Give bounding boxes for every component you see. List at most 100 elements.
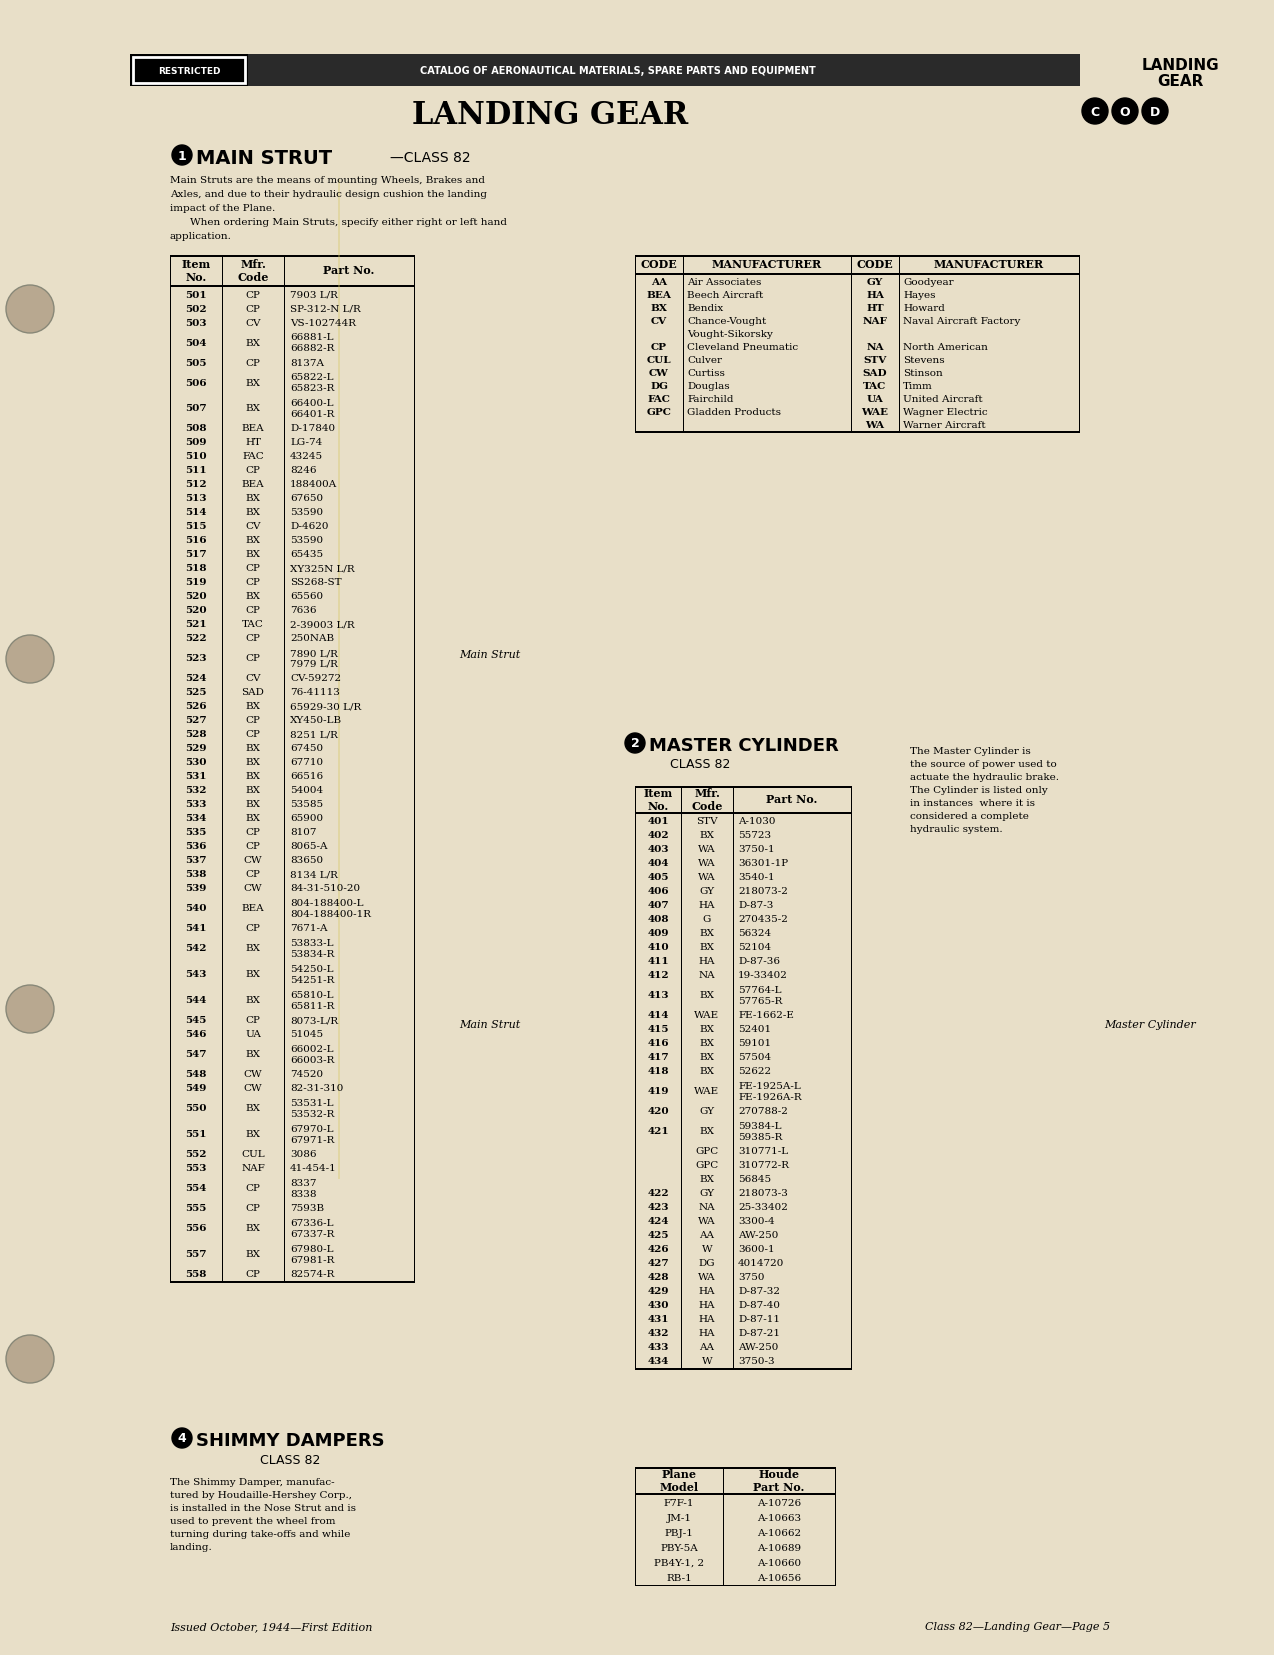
Text: 538: 538 [185,871,206,879]
Bar [683,257,684,273]
Text: 431: 431 [647,1314,669,1324]
Text: BX: BX [651,305,668,313]
Text: 543: 543 [185,970,206,978]
Text: UA: UA [866,396,883,404]
Text: in instances  where it is: in instances where it is [910,798,1034,808]
Text: CLASS 82: CLASS 82 [260,1453,320,1466]
Text: 4014720: 4014720 [738,1259,785,1268]
Text: RB-1: RB-1 [666,1572,692,1582]
Text: 25-33402: 25-33402 [738,1203,787,1211]
Text: HT: HT [245,439,261,447]
Text: CODE: CODE [856,260,893,270]
Text: D-87-11: D-87-11 [738,1314,780,1324]
Text: 425: 425 [647,1231,669,1240]
Text: D-87-36: D-87-36 [738,957,780,967]
Text: HA: HA [698,1314,715,1324]
Circle shape [6,636,54,684]
Text: 520: 520 [185,592,206,601]
Text: 804-188400-L
804-188400-1R: 804-188400-L 804-188400-1R [290,899,371,919]
Text: STV: STV [696,818,717,826]
Text: 417: 417 [647,1053,669,1063]
Text: 427: 427 [647,1259,669,1268]
Text: XY325N L/R: XY325N L/R [290,564,354,573]
Text: WA: WA [698,1216,716,1226]
Text: 432: 432 [647,1329,669,1337]
Text: 67450: 67450 [290,745,324,753]
Text: 52622: 52622 [738,1067,771,1076]
Text: Mfr.
Code: Mfr. Code [692,788,722,811]
Text: 550: 550 [185,1104,206,1112]
Text: CP: CP [246,290,260,300]
Text: Timm: Timm [903,382,933,391]
Text: BEA: BEA [242,904,264,914]
Text: 528: 528 [185,730,206,740]
Text: 555: 555 [185,1203,206,1213]
Text: 515: 515 [185,523,206,531]
Text: WAE: WAE [694,1087,720,1096]
Text: BEA: BEA [647,291,671,300]
Text: 82-31-310: 82-31-310 [290,1084,344,1092]
Text: 66400-L
66401-R: 66400-L 66401-R [290,399,334,419]
Text: PBJ-1: PBJ-1 [665,1528,693,1537]
Text: 525: 525 [185,688,206,697]
Circle shape [1142,99,1168,124]
Text: JM-1: JM-1 [666,1513,692,1523]
Text: VS-102744R: VS-102744R [290,318,355,328]
Text: BX: BX [699,991,715,1000]
Text: LG-74: LG-74 [290,439,322,447]
Text: 405: 405 [647,872,669,882]
Text: 8107: 8107 [290,828,316,837]
Text: 501: 501 [185,290,206,300]
Bar [130,55,248,88]
Text: GPC: GPC [696,1147,719,1155]
Text: 408: 408 [647,915,669,923]
Text: CV: CV [246,318,261,328]
Text: 8246: 8246 [290,467,316,475]
Text: DG: DG [698,1259,715,1268]
Circle shape [172,1428,192,1448]
Text: 8073-L/R: 8073-L/R [290,1016,338,1024]
Text: 84-31-510-20: 84-31-510-20 [290,884,361,894]
Text: NA: NA [698,971,715,980]
Text: 53590: 53590 [290,508,324,516]
Text: 65560: 65560 [290,592,324,601]
Text: CP: CP [246,578,260,588]
Text: SP-312-N L/R: SP-312-N L/R [290,305,361,313]
Text: BX: BX [246,338,260,348]
Bar [634,257,637,432]
Text: BX: BX [246,786,260,794]
Text: BX: BX [246,745,260,753]
Text: CP: CP [246,357,260,367]
Text: BEA: BEA [242,424,264,434]
Text: BX: BX [246,970,260,978]
Text: 43245: 43245 [290,452,324,462]
Text: CP: CP [246,467,260,475]
Text: 536: 536 [185,842,206,851]
Text: 3540-1: 3540-1 [738,872,775,882]
Text: A-10656: A-10656 [757,1572,801,1582]
Text: GY: GY [866,278,883,286]
Bar [338,180,340,1180]
Text: 553: 553 [185,1163,206,1173]
Text: actuate the hydraulic brake.: actuate the hydraulic brake. [910,773,1059,781]
Text: CP: CP [246,1183,260,1193]
Bar [682,786,683,813]
Text: CW: CW [243,1069,262,1079]
Text: Howard: Howard [903,305,945,313]
Text: BX: BX [246,799,260,809]
Text: CP: CP [246,564,260,573]
Text: 511: 511 [185,467,206,475]
Text: Main Struts are the means of mounting Wheels, Brakes and: Main Struts are the means of mounting Wh… [169,175,485,185]
Text: 310772-R: 310772-R [738,1160,789,1170]
Text: Axles, and due to their hydraulic design cushion the landing: Axles, and due to their hydraulic design… [169,190,487,199]
Text: 537: 537 [185,856,206,866]
Text: LANDING: LANDING [1142,58,1219,73]
Text: North American: North American [903,343,987,353]
Circle shape [172,146,192,166]
Text: BX: BX [699,1039,715,1048]
Text: Curtiss: Curtiss [687,369,725,377]
Text: F7F-1: F7F-1 [664,1498,694,1508]
Text: Chance-Vought: Chance-Vought [687,316,766,326]
Text: W: W [702,1245,712,1254]
Text: CV: CV [246,674,261,684]
